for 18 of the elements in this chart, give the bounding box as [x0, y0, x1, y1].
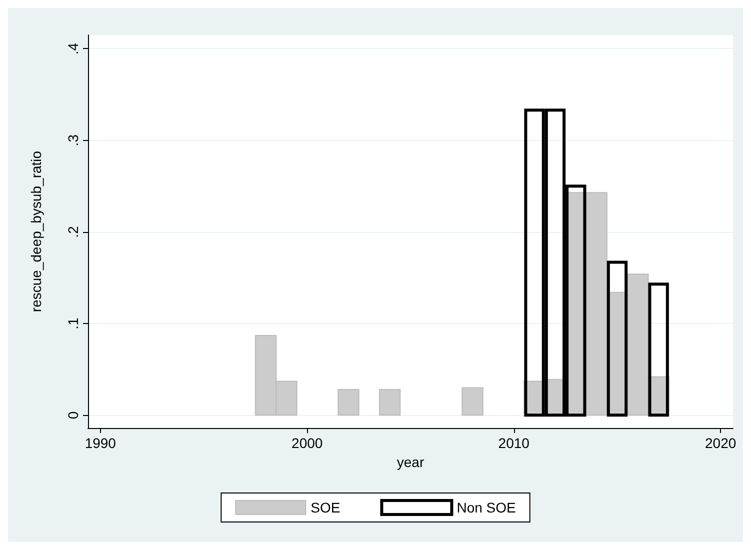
- x-axis-title: year: [396, 454, 424, 470]
- y-tick-label: .4: [65, 42, 81, 55]
- bar: [338, 389, 360, 416]
- x-tick-label: 2010: [498, 435, 530, 451]
- y-axis-title: rescue_deep_bysub_ratio: [28, 150, 44, 312]
- y-tick-label: 0: [65, 411, 81, 420]
- legend-label: Non SOE: [456, 500, 516, 516]
- y-tick-label: .3: [65, 134, 81, 146]
- bar: [606, 260, 628, 417]
- bar: [648, 282, 669, 417]
- y-tick-label: .2: [65, 226, 81, 238]
- x-tick-label: 2000: [292, 435, 323, 451]
- y-tick-label: .1: [65, 318, 81, 330]
- x-tick-label: 1990: [84, 435, 116, 451]
- legend-label: SOE: [310, 500, 340, 516]
- x-tick-label: 2020: [705, 435, 736, 451]
- bar: [378, 389, 401, 416]
- bar: [462, 387, 484, 416]
